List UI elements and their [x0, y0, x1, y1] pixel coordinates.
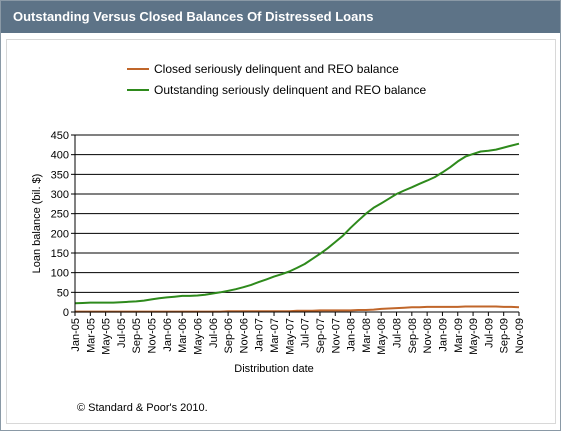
x-tick-label: Jul-07 [300, 318, 312, 348]
x-tick-label: Sep-08 [407, 318, 419, 353]
y-tick-label: 50 [57, 287, 69, 299]
x-tick-label: May-05 [101, 318, 113, 355]
y-tick-label: 400 [51, 150, 69, 162]
legend: Closed seriously delinquent and REO bala… [127, 62, 427, 97]
x-tick-label: Mar-06 [177, 318, 189, 353]
series-line-outstanding [74, 142, 520, 305]
y-tick-label: 300 [51, 189, 69, 201]
x-tick-label: Nov-08 [422, 318, 434, 353]
x-tick-label: Jan-07 [254, 318, 266, 352]
x-tick-label: Jan-06 [162, 318, 174, 352]
x-tick-label: Mar-08 [361, 318, 373, 353]
x-tick-label: Jul-09 [483, 318, 495, 348]
x-tick-label: Sep-09 [499, 318, 511, 353]
x-tick-label: Jul-05 [116, 318, 128, 348]
x-tick-label: Nov-09 [514, 318, 526, 353]
x-tick-label: Nov-07 [330, 318, 342, 353]
chart-title: Outstanding Versus Closed Balances Of Di… [13, 9, 374, 24]
y-axis-ticks: 0 50 100 150 200 250 300 350 400 450 [51, 130, 75, 319]
x-tick-label: Jan-08 [346, 318, 358, 352]
x-tick-label: Sep-05 [131, 318, 143, 353]
gridlines [75, 134, 519, 293]
y-tick-label: 450 [51, 130, 69, 142]
series-lines [74, 142, 520, 313]
x-tick-label: Jul-08 [392, 318, 404, 348]
series-line-closed [75, 305, 520, 313]
x-tick-label: May-06 [192, 318, 204, 355]
x-tick-label: May-07 [284, 318, 296, 355]
y-tick-label: 250 [51, 209, 69, 221]
chart-area [6, 39, 556, 424]
y-tick-label: 350 [51, 169, 69, 181]
x-tick-label: Jul-06 [208, 318, 220, 348]
x-axis-label: Distribution date [234, 363, 314, 375]
source-note: © Standard & Poor's 2010. [77, 402, 208, 414]
y-tick-label: 0 [63, 307, 69, 319]
x-tick-label: Mar-05 [85, 318, 97, 353]
x-tick-label: May-09 [468, 318, 480, 355]
x-tick-label: May-08 [376, 318, 388, 355]
legend-label-closed: Closed seriously delinquent and REO bala… [154, 62, 399, 76]
x-tick-label: Nov-06 [238, 318, 250, 353]
title-bar: Outstanding Versus Closed Balances Of Di… [1, 1, 560, 33]
x-tick-label: Jan-09 [437, 318, 449, 352]
x-tick-label: Mar-09 [453, 318, 465, 353]
y-tick-label: 100 [51, 268, 69, 280]
x-tick-label: Sep-06 [223, 318, 235, 353]
x-tick-label: Mar-07 [269, 318, 281, 353]
x-tick-label: Jan-05 [70, 318, 82, 352]
y-tick-label: 200 [51, 228, 69, 240]
x-tick-label: Nov-05 [147, 318, 159, 353]
x-tick-label: Sep-07 [315, 318, 327, 353]
legend-label-outstanding: Outstanding seriously delinquent and REO… [154, 83, 427, 97]
x-axis-ticks: Jan-05 Mar-05 May-05 Jul-05 Sep-05 Nov-05 Jan-… [70, 312, 526, 355]
y-tick-label: 150 [51, 248, 69, 260]
y-axis-label: Loan balance (bil. $) [31, 174, 43, 274]
